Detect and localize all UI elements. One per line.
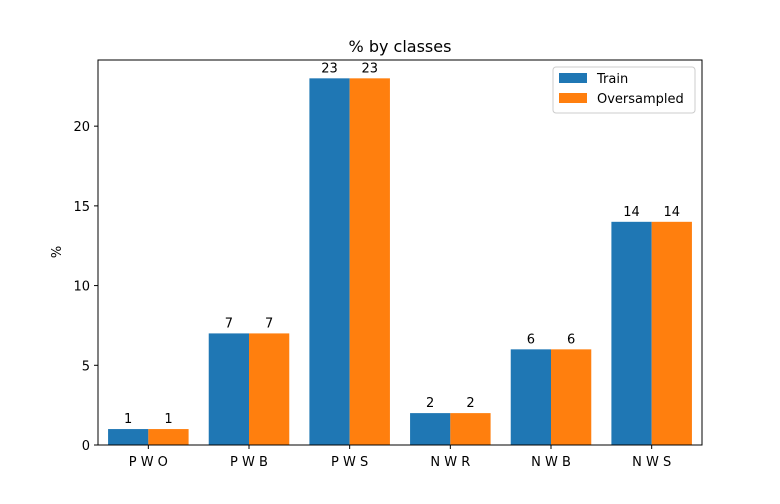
legend-label-train: Train [596,72,628,87]
data-label: 14 [664,205,681,220]
plot-area: 1 7 23 2 6 14 1 7 23 2 6 14 P W O P W B P W S N W R N W … [73,59,703,470]
bar-oversampled-0 [148,429,189,445]
bar-oversampled-5 [651,221,692,445]
data-label: 7 [225,316,233,331]
chart-title: % by classes [349,37,452,56]
bar-oversampled-2 [349,78,390,445]
data-label: 23 [321,61,338,76]
data-label: 6 [527,332,535,347]
data-label: 14 [623,205,640,220]
axes-frame [97,59,703,446]
legend-box [552,66,696,114]
y-axis-label: % [50,246,65,258]
bar-train-3 [410,413,451,445]
data-label: 1 [124,412,132,427]
legend-swatch-train [559,73,587,83]
x-tick-label: N W S [632,455,671,470]
x-tick-label: N W R [430,455,470,470]
data-label: 6 [567,332,575,347]
bar-oversampled-4 [551,349,592,445]
bar-train-2 [309,78,350,445]
x-tick-label: P W B [230,455,268,470]
bar-train-5 [611,221,652,445]
bar-train-4 [510,349,551,445]
bar-train-0 [108,429,149,445]
x-tick-label: N W B [531,455,571,470]
data-label: 7 [265,316,273,331]
legend-label-oversampled: Oversampled [597,92,684,107]
bar-oversampled-3 [450,413,491,445]
y-tick-label: 15 [73,200,90,215]
data-label: 2 [466,396,474,411]
y-tick-label: 10 [73,280,90,295]
data-label: 2 [426,396,434,411]
y-tick-label: 5 [82,359,90,374]
bar-train-1 [208,333,249,445]
x-tick-label: P W O [129,455,168,470]
legend: Train Oversampled [552,66,696,114]
legend-swatch-oversampled [559,93,587,103]
data-label: 1 [164,412,172,427]
data-label: 23 [362,61,379,76]
bar-oversampled-1 [249,333,290,445]
y-tick-label: 20 [73,120,90,135]
y-tick-label: 0 [82,439,90,454]
x-tick-label: P W S [331,455,368,470]
